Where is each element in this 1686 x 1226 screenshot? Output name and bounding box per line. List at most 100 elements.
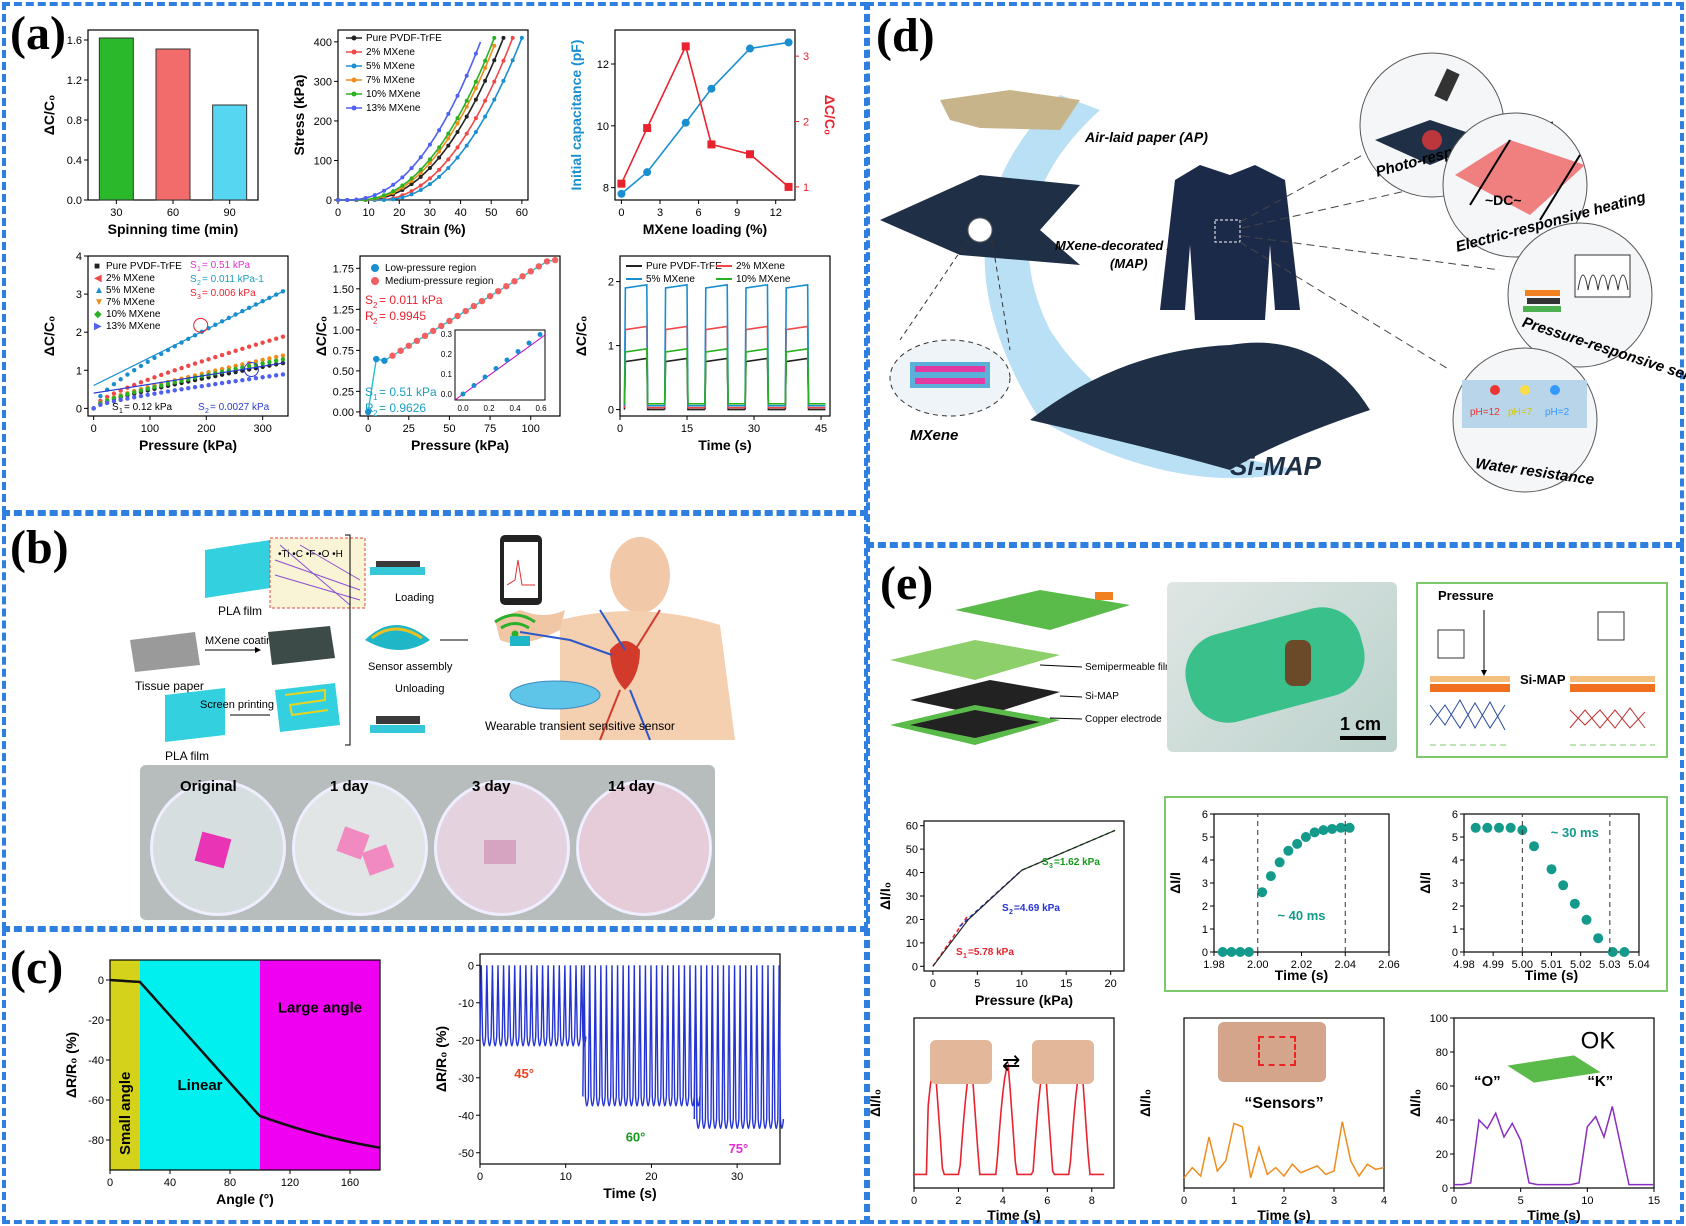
a4-legend-marker: ■	[94, 261, 100, 272]
e2-ytick-label: 2	[1202, 901, 1208, 913]
a6-legend-label: 2% MXene	[736, 261, 785, 272]
e3-ylabel: ΔI/I	[1417, 872, 1433, 894]
a4-annotation-s1-sub: 1	[197, 266, 201, 273]
e3-xtick-label: 4.99	[1482, 959, 1503, 971]
a2-point	[455, 93, 460, 98]
a4-ytick-label: 1	[76, 365, 82, 377]
a5-point	[405, 342, 412, 349]
a3-dc-point	[746, 150, 754, 159]
c1-xtick-label: 0	[107, 1177, 113, 1189]
a6-series-line	[623, 347, 826, 405]
a4-point	[233, 378, 238, 384]
a5-inset-point	[526, 340, 532, 346]
a3-plot-frame	[614, 29, 796, 201]
zoom-circle	[967, 217, 993, 243]
a2-legend-marker	[351, 77, 357, 83]
a4-point	[273, 373, 279, 378]
e3-point	[1529, 841, 1539, 852]
e2-point	[1257, 887, 1268, 898]
a4-point	[240, 346, 245, 351]
a2-plot-frame	[337, 29, 529, 201]
a5-annotation-s2-s: S	[365, 293, 373, 307]
c1-xtick-label: 80	[224, 1177, 236, 1189]
a4-point	[240, 362, 245, 367]
e2-point	[1274, 857, 1285, 868]
e1-annotation-s3-sub: 3	[1049, 863, 1053, 870]
pla-film-label-1: PLA film	[218, 604, 262, 618]
c2-angle-label: 75°	[729, 1141, 749, 1156]
a4-point	[253, 376, 259, 381]
a5-point	[381, 357, 388, 364]
mxene-coating-label: MXene coating	[205, 635, 278, 647]
a6-ylabel: ΔC/C₀	[573, 316, 589, 356]
a5-xtick-label: 25	[403, 423, 415, 435]
blood-vessels	[519, 609, 651, 741]
unloading-label: Unloading	[395, 683, 445, 695]
e1-ytick-label: 10	[906, 938, 918, 950]
throat-photo	[1218, 1022, 1326, 1082]
arteries	[599, 609, 661, 741]
a4-point	[280, 353, 286, 358]
a2-point	[501, 58, 506, 63]
c2-angle-label: 60°	[626, 1130, 646, 1145]
e1-annotation-s3-s: S	[1042, 857, 1049, 868]
e1-data-line	[932, 829, 1116, 967]
a4-point	[138, 380, 144, 385]
a2-legend-marker	[351, 63, 357, 69]
a1-ylabel: ΔC/C₀	[41, 95, 57, 135]
e1-annotation-s1-val: =5.78 kPa	[968, 947, 1014, 958]
dish-14day	[576, 780, 712, 916]
e2-point	[1335, 822, 1346, 833]
atom-legend: •Ti •C •F •O •H	[278, 549, 343, 560]
a4-fit-line	[93, 289, 286, 387]
a2-ytick-label: 0	[326, 195, 332, 207]
a4-point	[199, 383, 205, 389]
a4-point	[267, 374, 272, 379]
a5-point	[551, 256, 559, 264]
a3-capacitance-point	[643, 168, 652, 177]
a4-point	[159, 383, 164, 388]
heart	[610, 641, 640, 690]
a4-point	[104, 394, 110, 400]
a3-dc-line	[620, 43, 790, 188]
simap-leader	[1059, 695, 1083, 698]
a4-xlabel: Pressure (kPa)	[139, 437, 237, 453]
a4-point	[219, 352, 225, 358]
c2-ytick-label: 0	[468, 960, 474, 972]
a4-annotation-b1-s: S	[112, 402, 119, 413]
e6-xtick-label: 10	[1581, 1195, 1593, 1207]
a5-point	[478, 297, 486, 305]
a6-ytick-label: 1	[608, 341, 614, 353]
a2-point	[473, 129, 478, 134]
blue-arc	[984, 95, 1300, 479]
a4-annotation-s1-s: S	[190, 260, 197, 271]
sensor-assembly-label: Sensor assembly	[368, 661, 453, 673]
chart-a2-stress-strain: 0 10 20 30 40 50 60 0 100 200 300 400 Strain (%) Stre…	[291, 29, 529, 237]
sensing-wave	[1577, 274, 1629, 291]
e2-point	[1327, 823, 1338, 834]
a4-annotation-s2-sub: 2	[197, 280, 201, 287]
a1-xlabel: Spinning time (min)	[108, 221, 239, 237]
e6-ytick-label: 60	[1436, 1081, 1448, 1093]
a4-legend-marker: ▲	[94, 285, 104, 296]
layer-electrode	[910, 710, 1040, 738]
sensor-roll	[1285, 640, 1311, 686]
a5-xtick-label: 50	[443, 423, 455, 435]
a5-point	[543, 258, 551, 265]
label-copper: Copper electrode	[1085, 714, 1162, 725]
a5-inset-point	[460, 391, 466, 397]
a2-point	[446, 111, 451, 116]
e2-point	[1309, 827, 1320, 838]
e6-xtick-label: 5	[1518, 1195, 1524, 1207]
leader-lines	[1239, 139, 1501, 371]
a3-ytick-label: 12	[597, 59, 609, 71]
a3-xtick-label: 3	[657, 207, 663, 219]
a4-legend-label: 2% MXene	[106, 273, 155, 284]
e4-xtick-label: 8	[1089, 1195, 1095, 1207]
sensor-loaded	[370, 567, 425, 575]
response-time-box	[1164, 796, 1668, 992]
fibers-left	[1429, 698, 1506, 731]
e2-ylabel: ΔI/I	[1167, 872, 1183, 894]
a5-point	[454, 312, 461, 320]
e1-xtick-label: 20	[1105, 978, 1117, 990]
